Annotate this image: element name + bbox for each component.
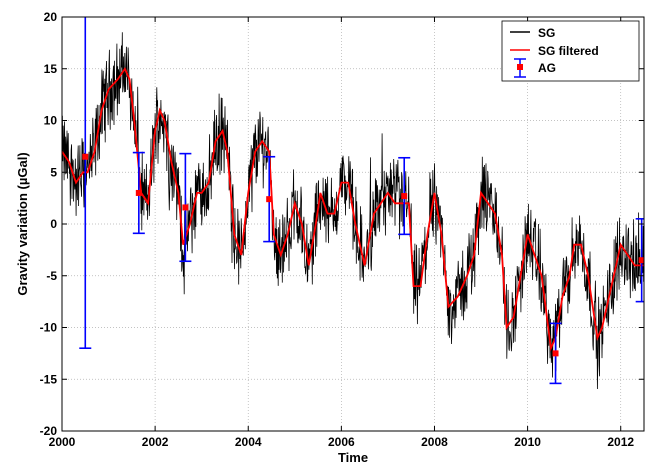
legend-label-ag: AG [538,61,556,75]
tick-labels: 2000 2002 2004 2006 2008 2010 2012-20-15-10-50… [40,10,635,449]
ag-marker [401,193,408,200]
y-tick-label: 10 [44,114,58,128]
ag-marker [182,204,189,211]
ag-point [79,17,92,350]
y-tick-label: -5 [46,269,57,283]
x-tick-label: 2008 [421,435,448,449]
ag-marker [135,189,142,196]
legend-label-sg: SG [538,26,555,40]
y-tick-label: -20 [40,424,58,438]
ticks [61,16,644,432]
ag-marker [266,196,273,203]
x-axis-title: Time [338,450,368,465]
legend-label-sg-filtered: SG filtered [538,44,599,58]
ag-series [79,17,644,385]
sg-raw-line [62,32,644,390]
ag-point [263,155,276,243]
ag-point [132,151,145,235]
ag-marker [82,153,89,160]
sg-raw-series [62,32,644,390]
ag-marker [638,257,644,264]
sg-filtered-series [62,66,644,352]
y-tick-label: 15 [44,62,58,76]
y-tick-label: -15 [40,372,58,386]
ag-point [549,322,562,385]
plot-data [62,17,644,390]
y-axis-title: Gravity variation (µGal) [15,152,30,295]
x-tick-label: 2010 [514,435,541,449]
legend-box [501,20,640,82]
x-tick-label: 2000 [49,435,76,449]
x-tick-label: 2012 [607,435,634,449]
legend: SG SG filtered AG [501,20,640,82]
ag-marker [552,350,559,357]
y-tick-label: -10 [40,321,58,335]
x-tick-label: 2006 [328,435,355,449]
legend-swatch-ag [514,58,526,78]
y-tick-label: 0 [50,217,57,231]
ag-point [398,156,411,236]
y-tick-label: 20 [44,10,58,24]
x-tick-label: 2002 [142,435,169,449]
sg-filtered-line [62,66,644,352]
ag-point [179,152,192,263]
ag-point [635,218,644,303]
y-tick-label: 5 [50,165,57,179]
x-tick-label: 2004 [235,435,262,449]
